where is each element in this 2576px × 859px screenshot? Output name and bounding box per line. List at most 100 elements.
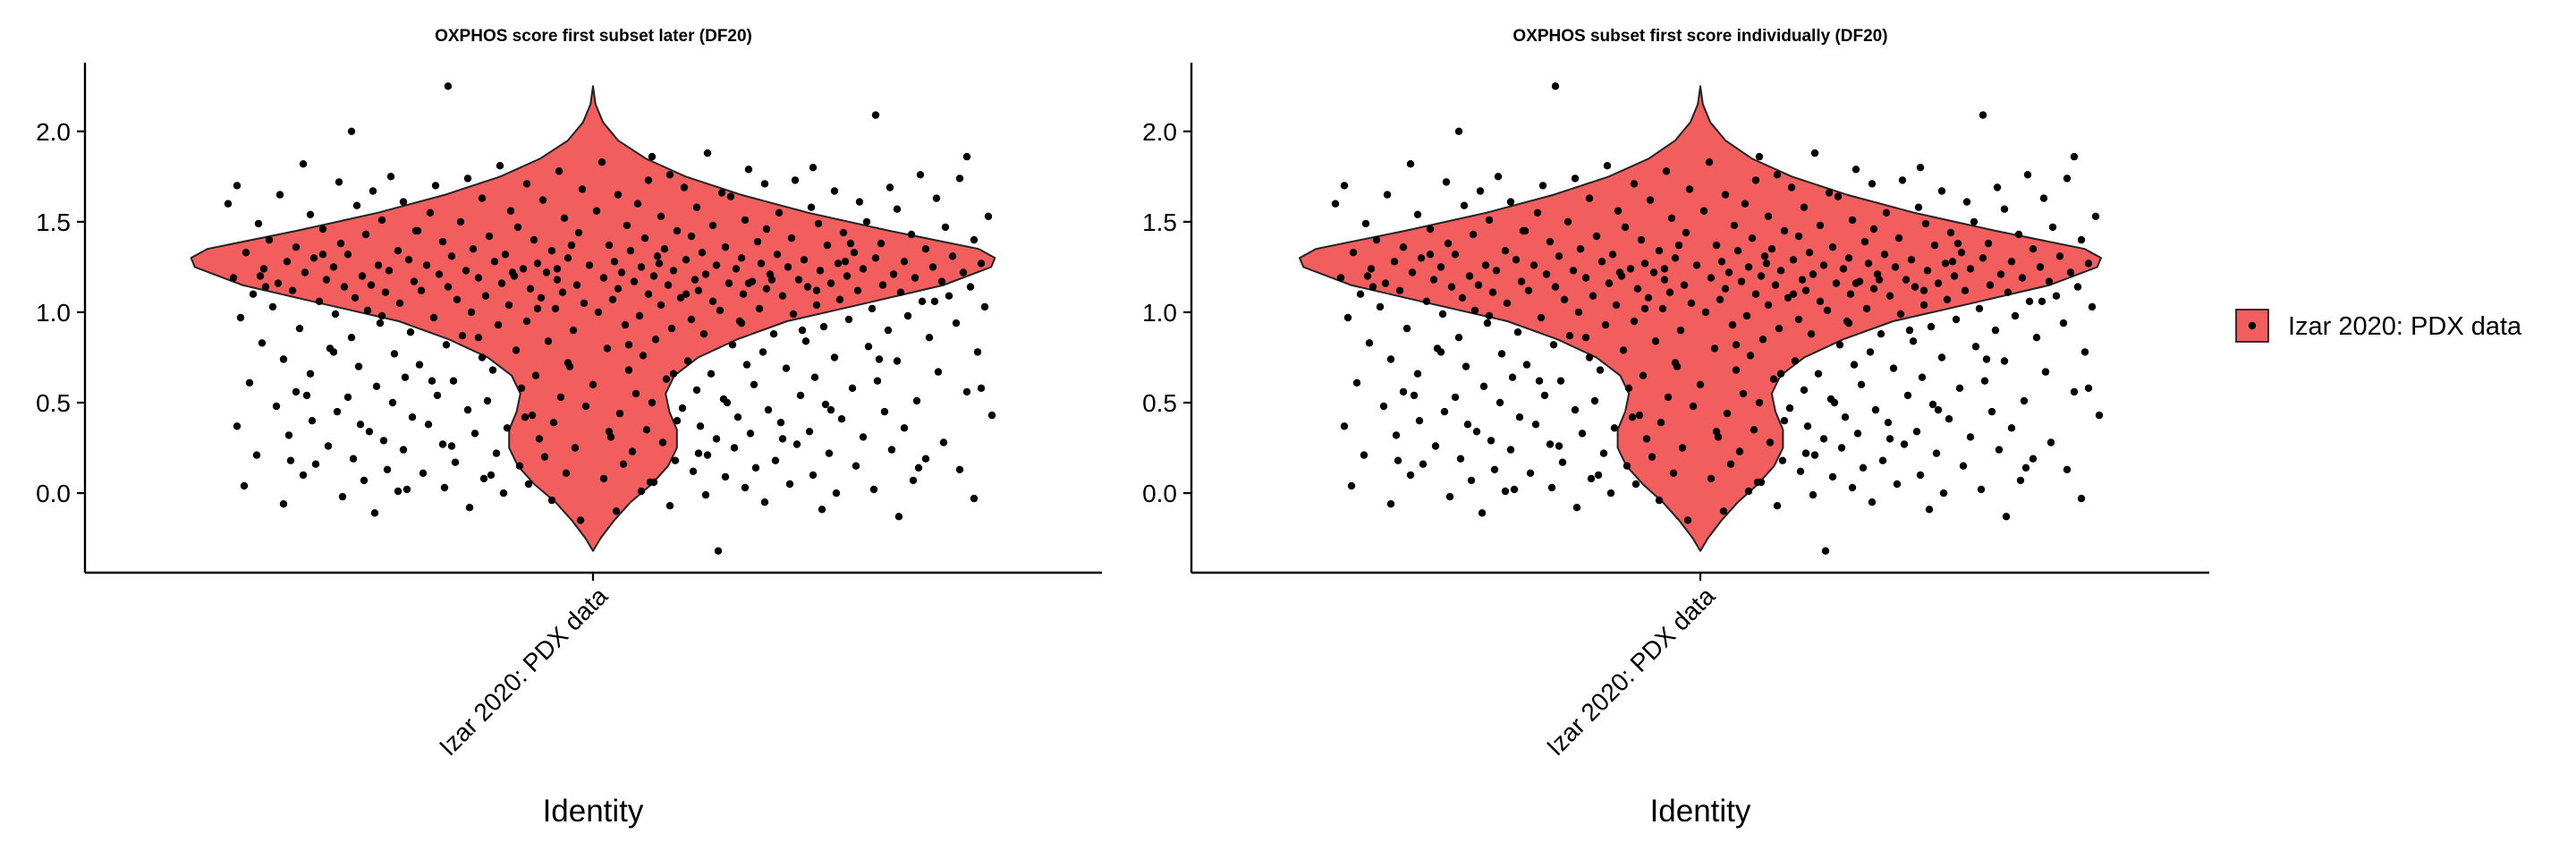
- data-point: [1828, 243, 1837, 251]
- data-point: [410, 277, 419, 285]
- data-point: [1916, 164, 1925, 172]
- data-point: [1530, 261, 1538, 269]
- data-point: [1340, 182, 1349, 190]
- data-point: [1640, 259, 1649, 268]
- data-point: [1361, 219, 1370, 228]
- data-point: [524, 480, 533, 489]
- data-point: [1386, 355, 1395, 363]
- data-point: [676, 293, 685, 302]
- data-point: [1717, 258, 1726, 266]
- data-point: [395, 299, 404, 307]
- data-point: [1891, 263, 1900, 271]
- data-point: [2055, 252, 2064, 260]
- data-point: [1599, 449, 1608, 457]
- data-point: [669, 267, 678, 275]
- data-point: [1680, 281, 1689, 289]
- data-point: [1442, 178, 1451, 186]
- data-point: [1801, 449, 1810, 457]
- data-point: [1551, 82, 1560, 90]
- data-point: [2070, 387, 2079, 396]
- data-point: [955, 174, 964, 183]
- data-point: [794, 276, 803, 284]
- data-point: [1789, 256, 1798, 264]
- data-point: [2023, 171, 2032, 179]
- data-point: [1669, 469, 1678, 477]
- data-point: [1784, 293, 1792, 302]
- data-point: [1410, 391, 1419, 400]
- data-point: [555, 167, 564, 175]
- data-point: [372, 382, 381, 390]
- data-point: [306, 370, 315, 378]
- data-point: [1710, 344, 1719, 353]
- data-point: [1454, 334, 1463, 342]
- data-point: [1574, 308, 1583, 317]
- data-point: [1724, 268, 1733, 276]
- data-point: [1900, 440, 1909, 448]
- data-point: [1898, 176, 1907, 184]
- data-point: [1431, 442, 1440, 450]
- data-point: [873, 377, 882, 385]
- data-point: [1402, 324, 1411, 333]
- data-point: [444, 283, 453, 291]
- data-point: [1742, 311, 1751, 320]
- data-point: [1825, 189, 1834, 197]
- data-point: [2029, 455, 2038, 463]
- data-point: [592, 207, 601, 215]
- data-point: [1606, 489, 1615, 498]
- data-point: [893, 205, 902, 213]
- data-point: [1633, 285, 1642, 293]
- data-point: [1571, 174, 1580, 183]
- data-point: [708, 297, 717, 305]
- data-point: [853, 286, 862, 294]
- data-point: [526, 285, 535, 293]
- data-point: [1390, 258, 1399, 266]
- data-point: [2025, 297, 2034, 305]
- data-point: [268, 302, 277, 311]
- data-point: [470, 430, 479, 438]
- data-point: [1780, 417, 1789, 425]
- data-point: [1546, 440, 1555, 448]
- data-point: [1623, 462, 1631, 470]
- data-point: [1821, 547, 1830, 555]
- data-point: [1755, 152, 1764, 161]
- data-point: [1884, 419, 1893, 427]
- data-point: [744, 166, 753, 174]
- data-point: [1816, 297, 1825, 305]
- data-point: [1844, 319, 1853, 327]
- data-point: [1723, 409, 1732, 418]
- data-point: [1975, 304, 1984, 313]
- data-point: [1719, 507, 1728, 515]
- data-point: [2045, 277, 2054, 285]
- data-point: [1959, 462, 1968, 470]
- data-point: [1535, 377, 1544, 385]
- data-point: [438, 440, 447, 448]
- data-point: [1481, 261, 1490, 269]
- data-point: [1612, 301, 1621, 310]
- data-point: [667, 324, 676, 333]
- data-point: [522, 317, 531, 326]
- data-point: [1970, 217, 1979, 226]
- data-point: [1919, 301, 1928, 310]
- data-point: [791, 176, 800, 184]
- data-point: [1896, 310, 1905, 319]
- data-point: [504, 301, 513, 310]
- data-point: [1676, 326, 1685, 335]
- data-point: [279, 355, 288, 363]
- data-point: [687, 315, 696, 324]
- data-point: [1454, 127, 1463, 135]
- data-point: [265, 235, 274, 244]
- data-point: [671, 456, 680, 464]
- data-point: [465, 504, 474, 512]
- data-point: [930, 297, 939, 305]
- data-point: [288, 286, 297, 294]
- data-point: [1515, 413, 1524, 421]
- data-point: [581, 402, 590, 411]
- data-point: [701, 270, 710, 278]
- data-point: [934, 368, 943, 376]
- data-point: [1852, 166, 1860, 174]
- data-point: [637, 487, 646, 496]
- data-point: [1660, 276, 1669, 284]
- data-point: [810, 373, 819, 381]
- data-point: [775, 208, 784, 217]
- data-point: [932, 194, 941, 202]
